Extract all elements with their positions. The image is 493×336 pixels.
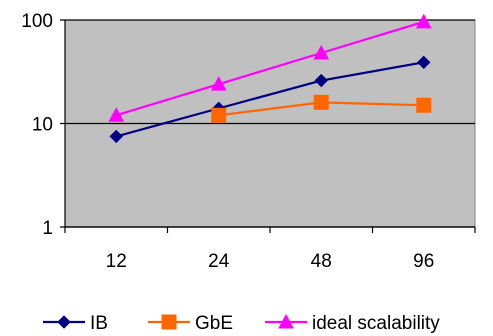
legend-marker (278, 313, 294, 329)
x-tick-label: 48 (311, 251, 332, 272)
data-point (314, 73, 328, 88)
x-tick-label: 12 (106, 251, 127, 272)
series-line (115, 20, 425, 117)
data-point (211, 107, 227, 123)
y-tick-label: 100 (21, 11, 53, 32)
axes (64, 20, 476, 233)
series-line (115, 61, 424, 138)
series (108, 13, 432, 122)
series (211, 94, 432, 123)
data-point (109, 129, 123, 144)
y-axis-ticks: 1 10 100 (21, 11, 53, 239)
legend: IB GbE ideal scalability (43, 313, 440, 334)
data-point (210, 76, 227, 91)
data-point (108, 107, 125, 122)
x-tick-label: 96 (413, 251, 434, 272)
x-tick-label: 24 (208, 251, 230, 272)
legend-marker (161, 314, 177, 330)
legend-item: GbE (148, 313, 233, 334)
legend-item: IB (43, 313, 108, 334)
series-layer (108, 13, 432, 144)
data-point (313, 94, 329, 110)
data-point (415, 13, 432, 29)
legend-label: IB (90, 313, 108, 334)
data-point (313, 44, 330, 60)
x-axis-ticks: 12 24 48 96 (106, 251, 435, 272)
y-tick-label: 1 (42, 218, 53, 239)
data-point (416, 97, 432, 113)
legend-label: GbE (195, 313, 233, 334)
y-tick-label: 10 (32, 115, 53, 136)
legend-marker (57, 315, 71, 329)
legend-label: ideal scalability (312, 313, 440, 334)
data-point (417, 55, 431, 70)
legend-item: ideal scalability (265, 313, 440, 334)
